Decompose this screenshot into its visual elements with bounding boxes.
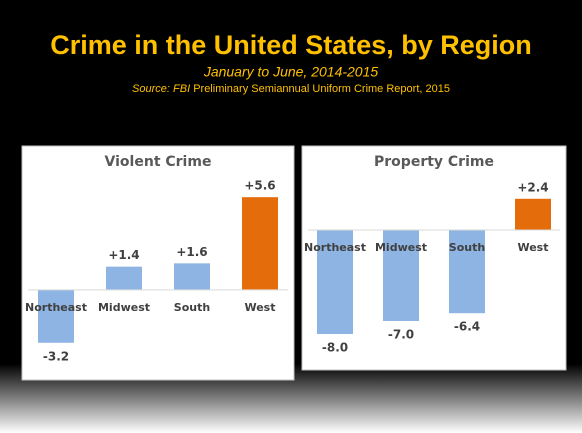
category-label: Northeast [304,241,366,254]
value-label: +1.4 [108,248,139,262]
category-label: West [244,301,275,314]
chart-title: Violent Crime [105,154,212,170]
category-label: South [174,301,210,314]
bar [449,230,485,314]
value-label: -7.0 [388,328,414,342]
value-label: +2.4 [517,180,548,194]
category-label: Midwest [98,301,150,314]
value-label: -6.4 [454,320,480,334]
value-label: -8.0 [322,341,348,355]
value-label: -3.2 [43,349,69,363]
source: Source: FBI Preliminary Semiannual Unifo… [132,83,450,95]
category-label: West [517,241,548,254]
category-label: Midwest [375,241,427,254]
bar [317,230,353,334]
bar [383,230,419,321]
bar [38,289,74,343]
subtitle: January to June, 2014-2015 [203,64,379,80]
bar [515,198,551,230]
value-label: +5.6 [244,179,275,193]
chart-title: Property Crime [374,154,494,170]
bar [174,263,210,290]
source-text: Preliminary Semiannual Uniform Crime Rep… [193,83,450,95]
bar [106,266,142,290]
source-label: Source: FBI [132,83,190,95]
slide-title: Crime in the United States, by Region [50,30,532,60]
value-label: +1.6 [176,245,207,259]
category-label: Northeast [25,301,87,314]
bar [242,197,278,290]
category-label: South [449,241,485,254]
